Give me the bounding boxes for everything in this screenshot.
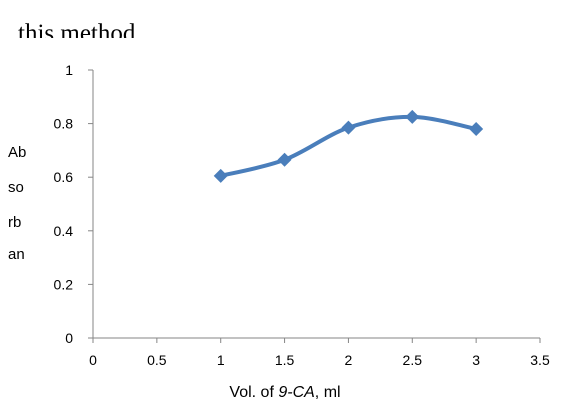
y-axis-label-line-1: Ab xyxy=(8,144,27,161)
y-tick-label: 0.6 xyxy=(54,169,74,185)
y-tick-label: 0.2 xyxy=(54,276,74,292)
y-tick-label: 0 xyxy=(65,330,73,346)
x-axis-title-italic: 9-CA xyxy=(278,384,314,401)
data-point-marker xyxy=(341,120,356,135)
x-tick-label: 3 xyxy=(472,352,480,368)
x-axis-title-prefix: Vol. of xyxy=(229,384,278,401)
x-axis-title-suffix: , ml xyxy=(315,384,341,401)
chart-axes xyxy=(88,69,541,343)
y-axis-label-line-3: rb xyxy=(8,214,22,231)
data-point-marker xyxy=(277,152,292,167)
x-tick-label: 2 xyxy=(345,352,353,368)
x-tick-label: 0 xyxy=(89,352,97,368)
y-axis-label-line-2: so xyxy=(8,179,24,196)
y-tick-label: 1 xyxy=(65,62,73,78)
y-axis-label-line-4: an xyxy=(8,246,25,263)
data-point-marker xyxy=(213,168,228,183)
data-point-marker xyxy=(405,109,420,124)
page-heading: this method xyxy=(18,20,136,38)
data-point-marker xyxy=(469,121,484,136)
x-tick-label: 1.5 xyxy=(275,352,295,368)
x-tick-label: 2.5 xyxy=(403,352,423,368)
x-tick-label: 3.5 xyxy=(530,352,550,368)
y-tick-labels: 0 0.2 0.4 0.6 0.8 1 xyxy=(54,62,74,346)
x-axis-title: Vol. of 9-CA, ml xyxy=(229,384,340,401)
x-tick-label: 1 xyxy=(217,352,225,368)
y-tick-label: 0.4 xyxy=(54,223,74,239)
y-tick-label: 0.8 xyxy=(54,116,74,132)
x-tick-labels: 0 0.5 1 1.5 2 2.5 3 3.5 xyxy=(89,352,550,368)
x-tick-label: 0.5 xyxy=(147,352,167,368)
data-series xyxy=(213,109,484,183)
